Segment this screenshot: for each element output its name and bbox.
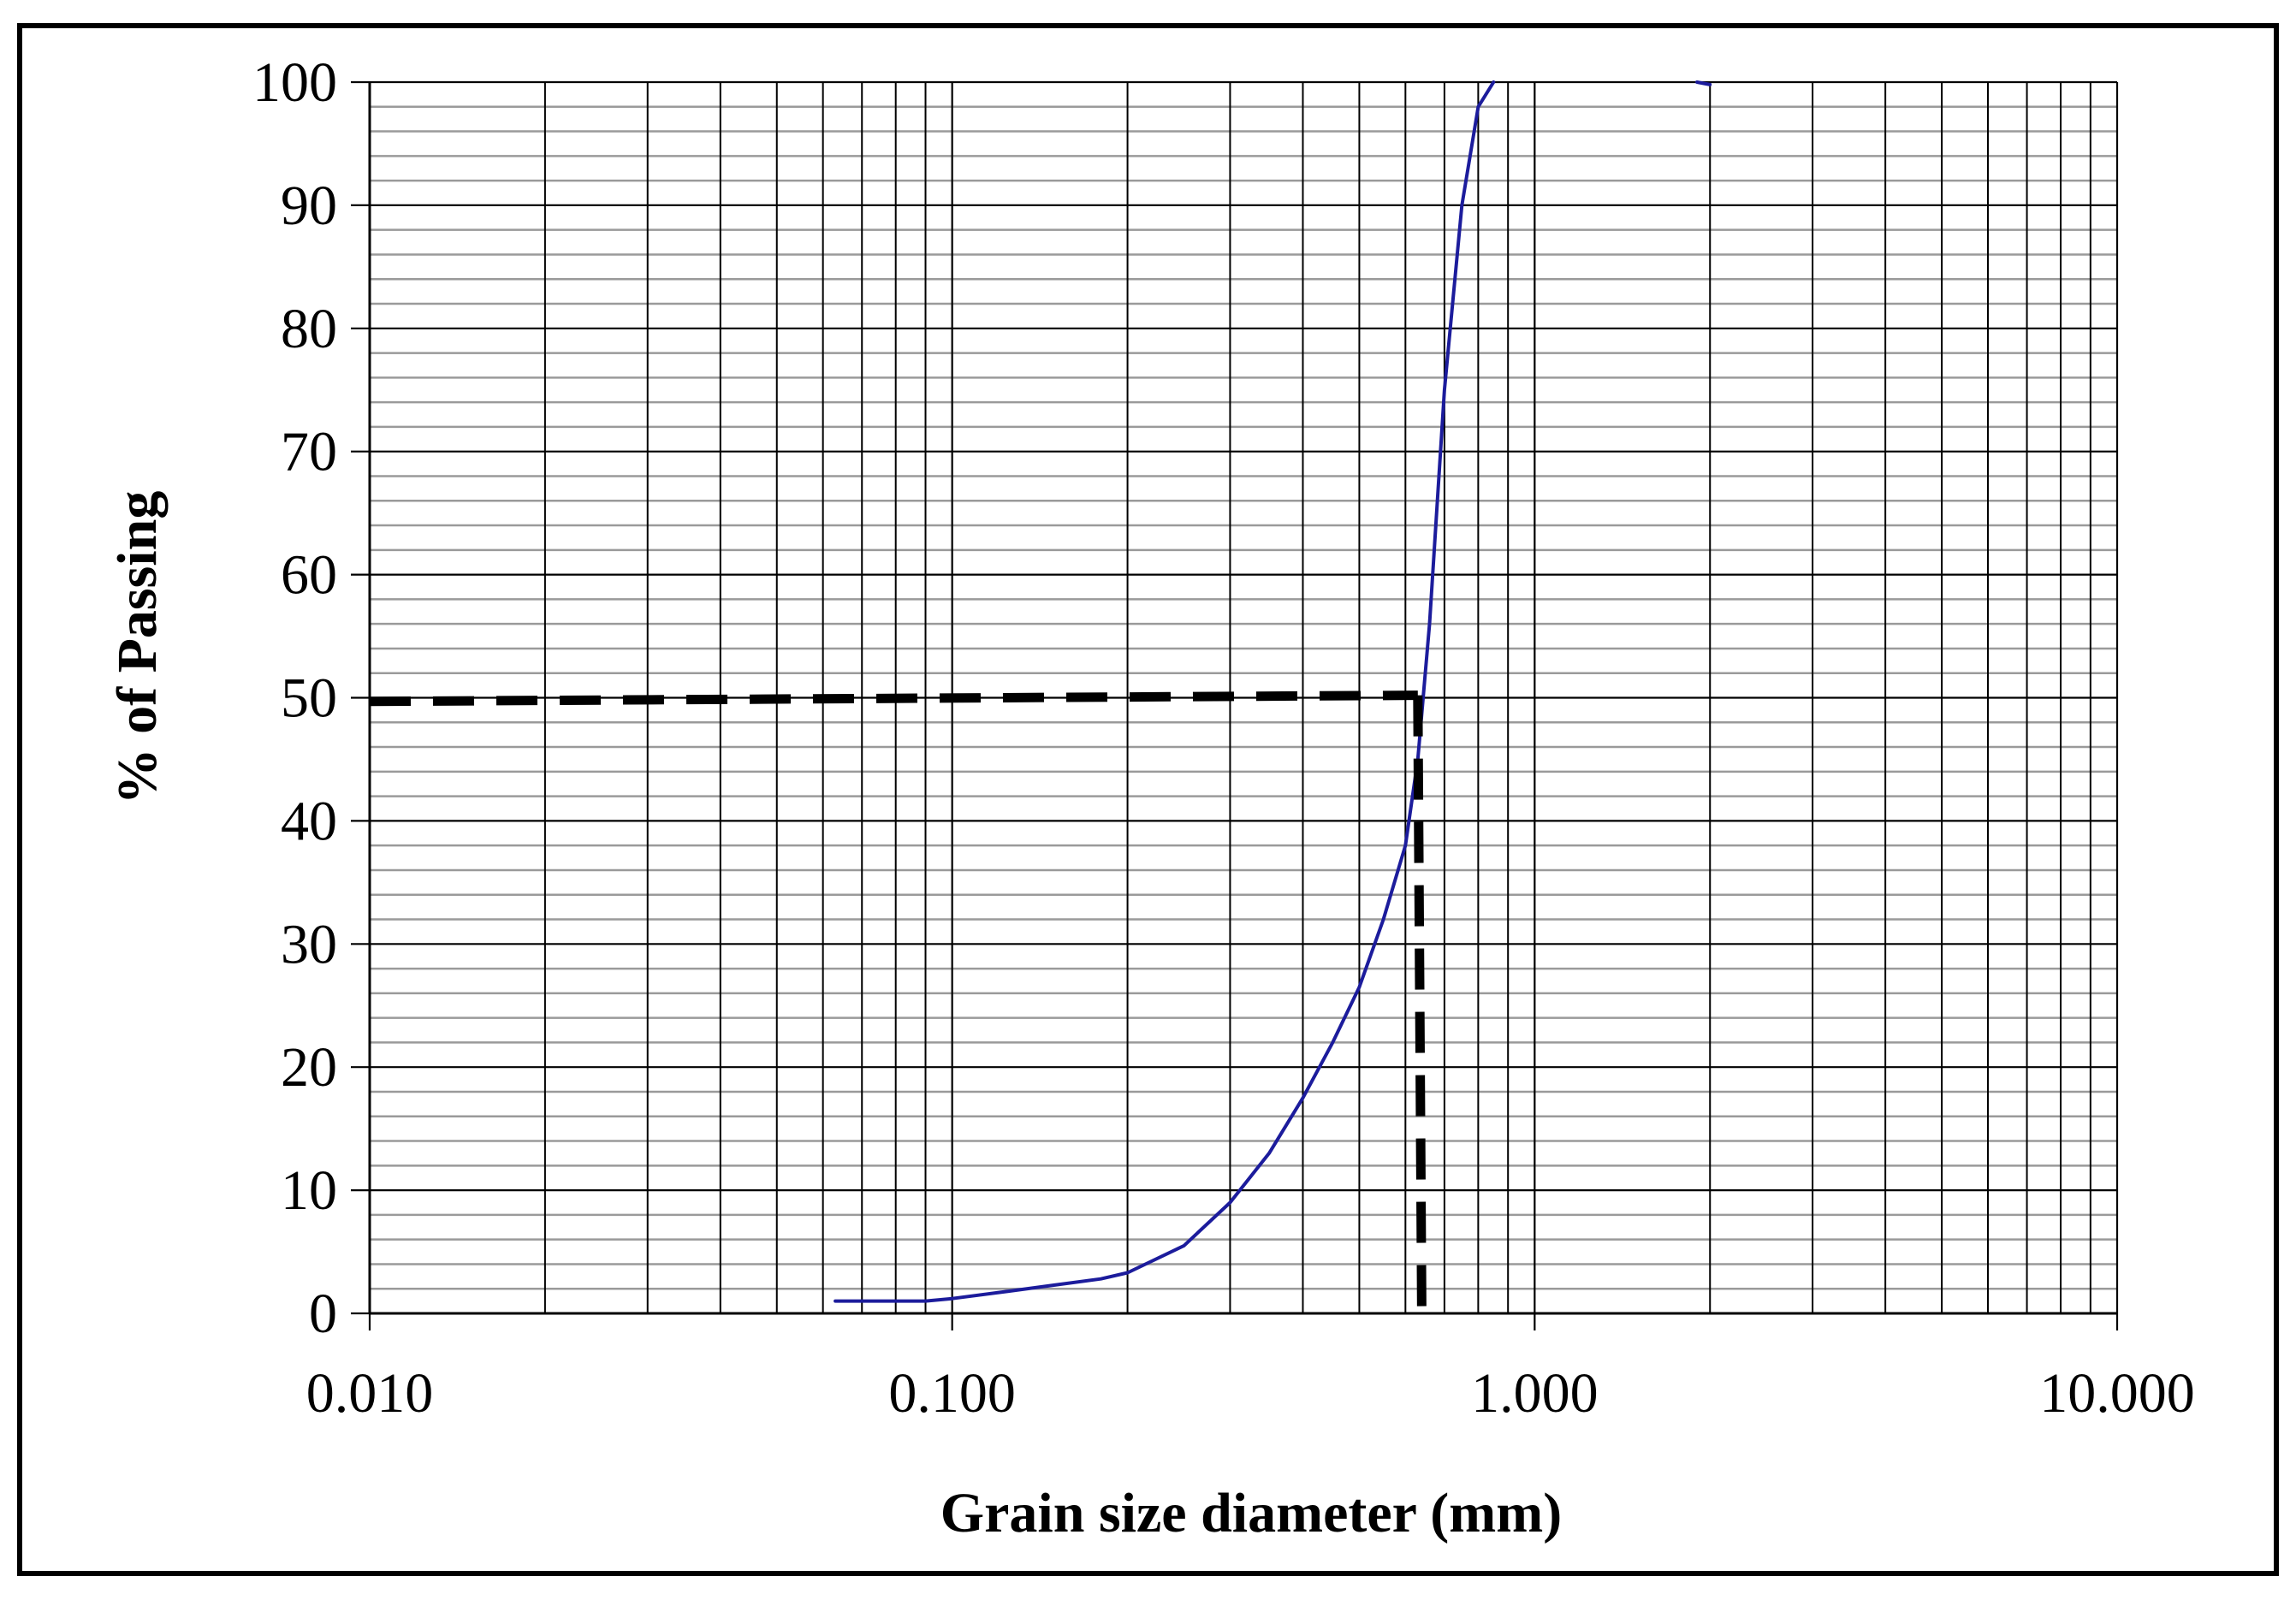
x-tick-label: 10.000: [2039, 1362, 2195, 1425]
y-tick-label: 20: [281, 1036, 337, 1099]
d50-reference-line-2: [1413, 695, 1427, 1314]
y-tick-label: 100: [252, 51, 337, 114]
series-line-1: [834, 80, 1496, 1303]
y-tick-label: 40: [281, 790, 337, 852]
reference-lines: [369, 690, 1427, 1314]
x-tick-label: 0.010: [306, 1362, 434, 1425]
y-tick-label: 30: [281, 913, 337, 975]
y-tick-label: 90: [281, 175, 337, 237]
y-tick-label: 80: [281, 298, 337, 360]
figure-frame: [17, 23, 2279, 1576]
minor-horizontal-gridlines: [370, 105, 2117, 1290]
y-axis-title: % of Passing: [106, 491, 169, 805]
y-tick-labels: 0 10 20 30 40 50 60 70 80 90 100: [252, 51, 337, 1345]
major-gridlines: [351, 80, 2119, 1330]
x-tick-label: 1.000: [1471, 1362, 1599, 1425]
y-tick-label: 50: [281, 667, 337, 730]
series-layer: [834, 80, 1712, 1303]
series-line-2: [1695, 80, 1712, 86]
y-tick-label: 60: [281, 544, 337, 607]
x-axis-title: Grain size diameter (mm): [940, 1482, 1562, 1544]
x-tick-label: 0.100: [888, 1362, 1016, 1425]
x-tick-labels: 0.010 0.100 1.000 10.000: [306, 1362, 2195, 1425]
y-tick-label: 70: [281, 421, 337, 483]
y-tick-label: 10: [281, 1159, 337, 1222]
d50-reference-line-1: [369, 690, 1418, 707]
y-tick-label: 0: [309, 1283, 337, 1345]
